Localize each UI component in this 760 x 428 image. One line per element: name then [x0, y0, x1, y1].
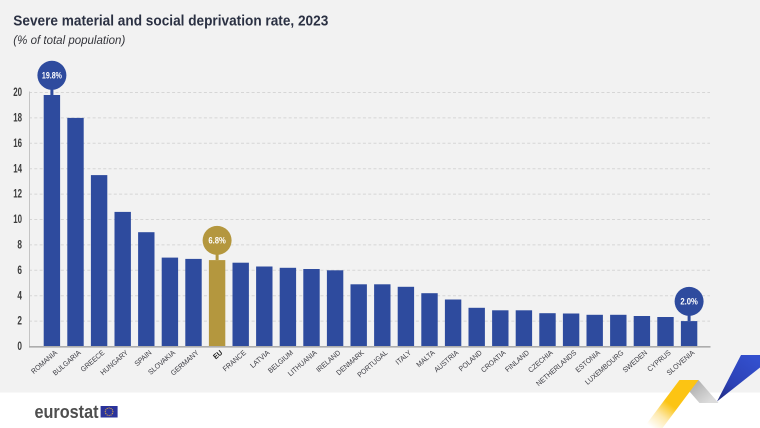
svg-text:4: 4: [17, 290, 22, 302]
svg-text:(% of total population): (% of total population): [13, 35, 125, 47]
svg-text:eurostat: eurostat: [35, 401, 99, 422]
svg-text:20: 20: [13, 87, 22, 99]
svg-text:0: 0: [17, 341, 22, 353]
svg-text:2.0%: 2.0%: [680, 297, 698, 307]
svg-text:10: 10: [13, 214, 22, 226]
svg-text:19.8%: 19.8%: [42, 71, 62, 81]
svg-text:12: 12: [13, 189, 22, 201]
svg-text:14: 14: [13, 163, 22, 175]
svg-text:16: 16: [13, 138, 22, 150]
svg-text:2: 2: [17, 316, 22, 328]
svg-text:6: 6: [17, 265, 22, 277]
svg-text:8: 8: [17, 240, 22, 252]
svg-text:18: 18: [13, 113, 22, 125]
svg-text:Severe material and social dep: Severe material and social deprivation r…: [13, 13, 328, 30]
svg-text:6.8%: 6.8%: [208, 236, 226, 246]
